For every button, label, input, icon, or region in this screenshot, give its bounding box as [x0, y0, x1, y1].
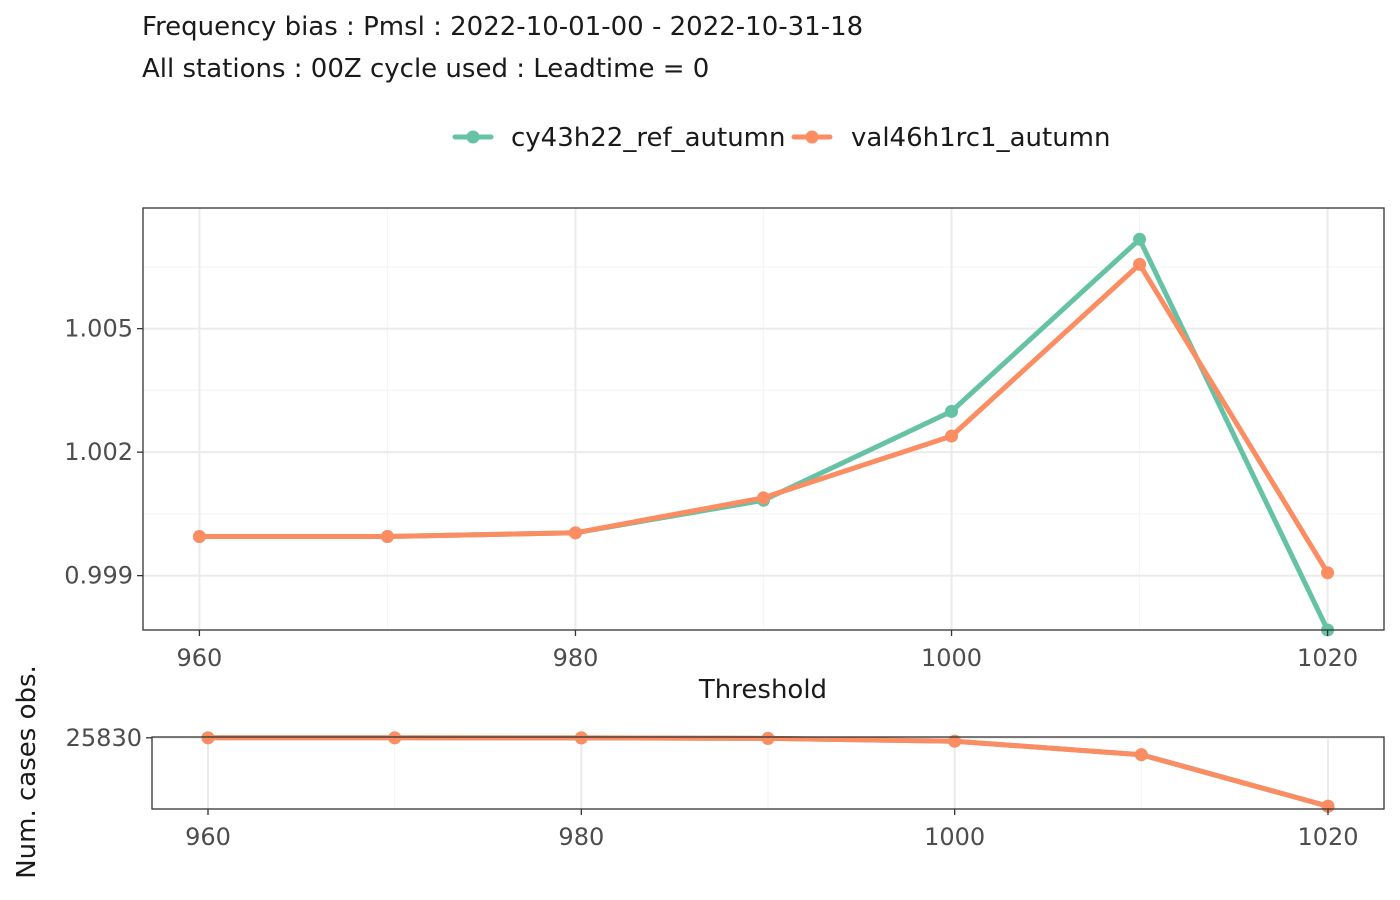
- cases-x-tick-label: 1020: [1297, 823, 1358, 851]
- y-axis-title-cases: Num. cases obs.: [12, 665, 42, 879]
- legend-key-point-1: [466, 130, 480, 144]
- bias-data-point-2: [1321, 566, 1335, 580]
- cases-data-point-2: [201, 731, 215, 745]
- bias-data-point-1: [945, 404, 959, 418]
- chart-subtitle: All stations : 00Z cycle used : Leadtime…: [142, 54, 709, 84]
- cases-y-tick-label: 25830: [66, 724, 142, 752]
- bias-data-point-2: [192, 530, 206, 544]
- bias-data-point-2: [757, 491, 770, 505]
- legend-item-2[interactable]: val46h1rc1_autumn: [791, 123, 1111, 153]
- bias-data-point-1: [1133, 232, 1147, 246]
- chart-title: Frequency bias : Pmsl : 2022-10-01-00 - …: [142, 12, 863, 42]
- legend-item-1[interactable]: cy43h22_ref_autumn: [452, 123, 786, 153]
- bias-x-tick-label: 1020: [1297, 644, 1358, 672]
- bias-x-tick-label: 980: [553, 644, 599, 672]
- bias-border: [142, 207, 1385, 631]
- bias-y-tick-label: 1.002: [64, 438, 133, 466]
- frequency-bias-panel: 960 980 1000 1020 0.999 1.002 1.005: [64, 207, 1385, 672]
- num-cases-panel: 960 980 1000 1020 25830: [66, 724, 1385, 851]
- bias-data-point-2: [568, 526, 582, 540]
- bias-y-tick-label: 1.005: [64, 315, 133, 343]
- bias-data-point-2: [380, 530, 394, 544]
- x-axis-title: Threshold: [698, 675, 827, 705]
- bias-data-point-2: [1133, 257, 1147, 271]
- legend-key-point-2: [805, 130, 819, 144]
- cases-x-tick-label: 1000: [924, 823, 985, 851]
- legend: cy43h22_ref_autumn val46h1rc1_autumn: [452, 123, 1111, 153]
- cases-data-point-2: [1134, 748, 1148, 762]
- bias-y-tick-label: 0.999: [64, 562, 133, 590]
- legend-label-2: val46h1rc1_autumn: [851, 123, 1111, 153]
- bias-x-tick-label: 960: [177, 644, 223, 672]
- cases-data-point-2: [761, 731, 775, 745]
- cases-data-point-2: [948, 734, 962, 748]
- cases-border: [151, 736, 1385, 810]
- cases-x-tick-label: 980: [558, 823, 604, 851]
- legend-label-1: cy43h22_ref_autumn: [511, 123, 786, 153]
- cases-data-point-2: [388, 731, 402, 745]
- bias-x-tick-label: 1000: [921, 644, 982, 672]
- cases-data-point-2: [574, 731, 588, 745]
- bias-data-point-2: [945, 429, 959, 443]
- cases-x-tick-label: 960: [185, 823, 231, 851]
